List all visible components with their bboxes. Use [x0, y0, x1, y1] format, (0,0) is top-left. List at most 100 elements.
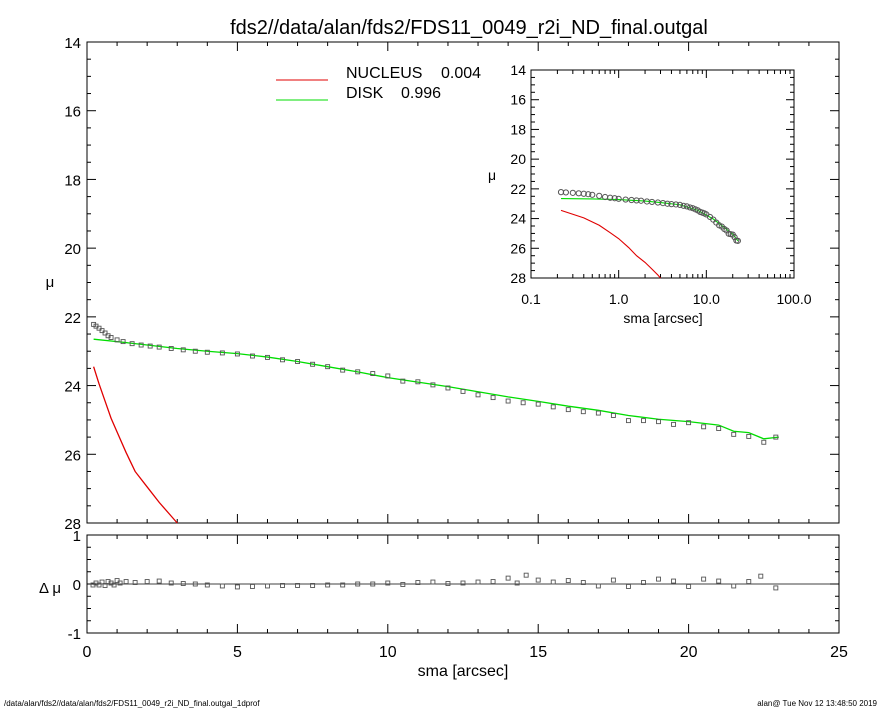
main-data-point	[355, 369, 361, 375]
x-tick-label: 5	[233, 644, 242, 661]
main-data-point	[325, 364, 331, 370]
residual-data-point	[731, 583, 737, 589]
inset-y-tick-label: 14	[510, 62, 526, 78]
main-data-point	[746, 433, 752, 439]
main-y-tick-label: 24	[64, 379, 81, 396]
main-data-point	[460, 388, 466, 394]
residual-data-point	[550, 579, 556, 585]
main-data-point	[204, 349, 210, 355]
residual-data-point	[192, 581, 198, 587]
main-y-tick-label: 26	[64, 447, 81, 464]
x-tick-label: 10	[379, 644, 397, 661]
inset-data-point	[589, 191, 596, 198]
main-data-point	[192, 348, 198, 354]
inset-data-point	[569, 189, 576, 196]
main-data-point	[168, 346, 174, 351]
residual-data-point	[310, 583, 316, 588]
inset-data-point	[562, 189, 569, 196]
main-data-point	[716, 426, 722, 431]
main-data-point	[340, 367, 346, 373]
residual-data-point	[490, 579, 496, 584]
main-data-point	[535, 401, 541, 407]
inset-data-point	[622, 196, 629, 203]
inset-y-axis-label: μ	[488, 167, 496, 183]
inset-data-point	[731, 234, 738, 241]
residual-data-point	[96, 582, 102, 588]
main-data-point	[102, 330, 108, 336]
residual-data-point	[144, 579, 150, 584]
residual-data-point	[716, 578, 722, 584]
inset-data-point	[734, 237, 741, 244]
residual-data-point	[132, 580, 138, 585]
inset-axes-frame	[530, 69, 795, 279]
x-tick-label: 25	[830, 644, 848, 661]
inset-data-point	[664, 200, 671, 207]
legend-value-nucleus: 0.004	[441, 65, 481, 82]
main-data-point	[610, 413, 616, 418]
legend-label-nucleus: NUCLEUS	[346, 65, 422, 82]
inset-data-point	[615, 195, 622, 202]
main-data-point	[156, 344, 162, 350]
main-data-point	[761, 439, 767, 445]
residual-y-tick-label: 0	[73, 577, 81, 594]
residual-data-point	[701, 576, 707, 582]
residual-data-point	[234, 584, 240, 590]
main-data-point	[490, 395, 496, 401]
inset-series-nucleus-line	[560, 209, 661, 279]
inset-x-tick-label: 1.0	[609, 291, 629, 307]
x-tick-label: 0	[83, 644, 92, 661]
main-data-point	[773, 434, 779, 440]
main-data-point	[520, 400, 526, 406]
main-data-point	[370, 371, 376, 376]
residual-data-point	[204, 582, 210, 588]
inset-y-tick-label: 16	[510, 92, 526, 108]
residual-data-point	[656, 576, 661, 582]
residual-data-point	[460, 580, 466, 586]
residual-y-axis-label: Δ μ	[39, 580, 61, 597]
residual-data-point	[340, 582, 346, 588]
x-axis-label: sma [arcsec]	[418, 663, 509, 680]
main-y-tick-label: 14	[64, 35, 81, 52]
main-data-point	[415, 379, 421, 385]
inset-y-tick-label: 20	[510, 151, 526, 167]
residual-data-point	[430, 579, 436, 585]
main-data-point	[138, 342, 144, 348]
main-data-point	[385, 373, 391, 379]
main-data-point	[400, 378, 406, 384]
legend-label-disk: DISK	[346, 85, 384, 102]
residual-data-point	[102, 583, 108, 588]
inset-y-tick-label: 18	[510, 121, 526, 137]
inset-data-point	[607, 194, 614, 201]
main-data-point	[249, 353, 255, 359]
inset-y-tick-label: 24	[510, 211, 526, 227]
main-data-point	[180, 347, 186, 353]
residual-data-point	[625, 584, 631, 589]
residual-data-point	[445, 581, 451, 586]
residual-data-point	[295, 583, 301, 588]
residual-data-point	[415, 580, 421, 585]
main-data-point	[701, 424, 707, 430]
footer-right: alan@ Tue Nov 12 13:48:50 2019	[757, 699, 877, 708]
main-data-point	[114, 337, 120, 343]
residual-data-point	[595, 583, 601, 589]
residual-data-point	[535, 577, 541, 583]
inset-x-tick-label: 100.0	[776, 291, 811, 307]
residual-data-point	[249, 584, 255, 589]
inset-data-point	[648, 198, 656, 206]
main-data-point	[310, 361, 316, 367]
residual-y-tick-label: 1	[73, 528, 81, 545]
residual-data-point	[773, 585, 779, 591]
main-y-axis-label: μ	[46, 274, 55, 291]
chart-title: fds2//data/alan/fds2/FDS11_0049_r2i_ND_f…	[230, 17, 708, 39]
main-data-point	[671, 421, 677, 427]
main-data-point	[430, 382, 436, 388]
legend-value-disk: 0.996	[401, 85, 441, 102]
residual-data-point	[123, 579, 129, 584]
residual-data-point	[641, 580, 646, 585]
main-data-point	[445, 385, 451, 391]
inset-y-tick-label: 28	[510, 270, 526, 286]
main-series-disk-line	[93, 338, 779, 440]
main-data-point	[265, 354, 270, 360]
